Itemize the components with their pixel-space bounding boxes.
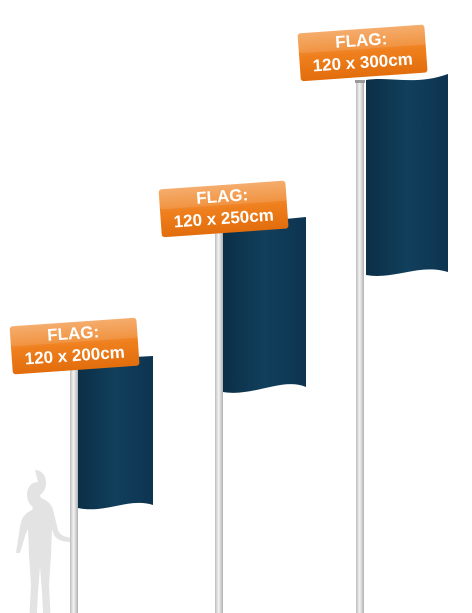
sign-line-1: FLAG: [47, 322, 100, 345]
sign-line-1: FLAG: [335, 29, 388, 52]
size-sign: FLAG: 120 x 250cm [158, 180, 289, 238]
flag-banner [223, 217, 306, 393]
size-sign: FLAG: 120 x 200cm [9, 317, 140, 375]
person-silhouette-icon [16, 470, 72, 613]
flag-assembly-200: FLAG: 120 x 200cm [9, 317, 153, 613]
flag-banner [78, 356, 153, 510]
sign-sheen [297, 24, 426, 54]
sign-sheen [9, 317, 138, 347]
sign-plate [158, 180, 289, 238]
sign-line-1: FLAG: [196, 185, 249, 208]
flag-pole [215, 225, 223, 613]
flag-pole [70, 365, 78, 613]
silhouette-body [16, 470, 72, 613]
flag-assembly-300: FLAG: 120 x 300cm [297, 24, 448, 613]
size-sign: FLAG: 120 x 300cm [297, 24, 428, 82]
flag-assembly-250: FLAG: 120 x 250cm [158, 180, 306, 613]
flag-banner [366, 74, 448, 276]
flag-pole [356, 80, 364, 613]
sign-plate [297, 24, 428, 82]
sign-plate [9, 317, 140, 375]
pole-cap [355, 80, 365, 83]
sign-sheen [158, 180, 287, 210]
